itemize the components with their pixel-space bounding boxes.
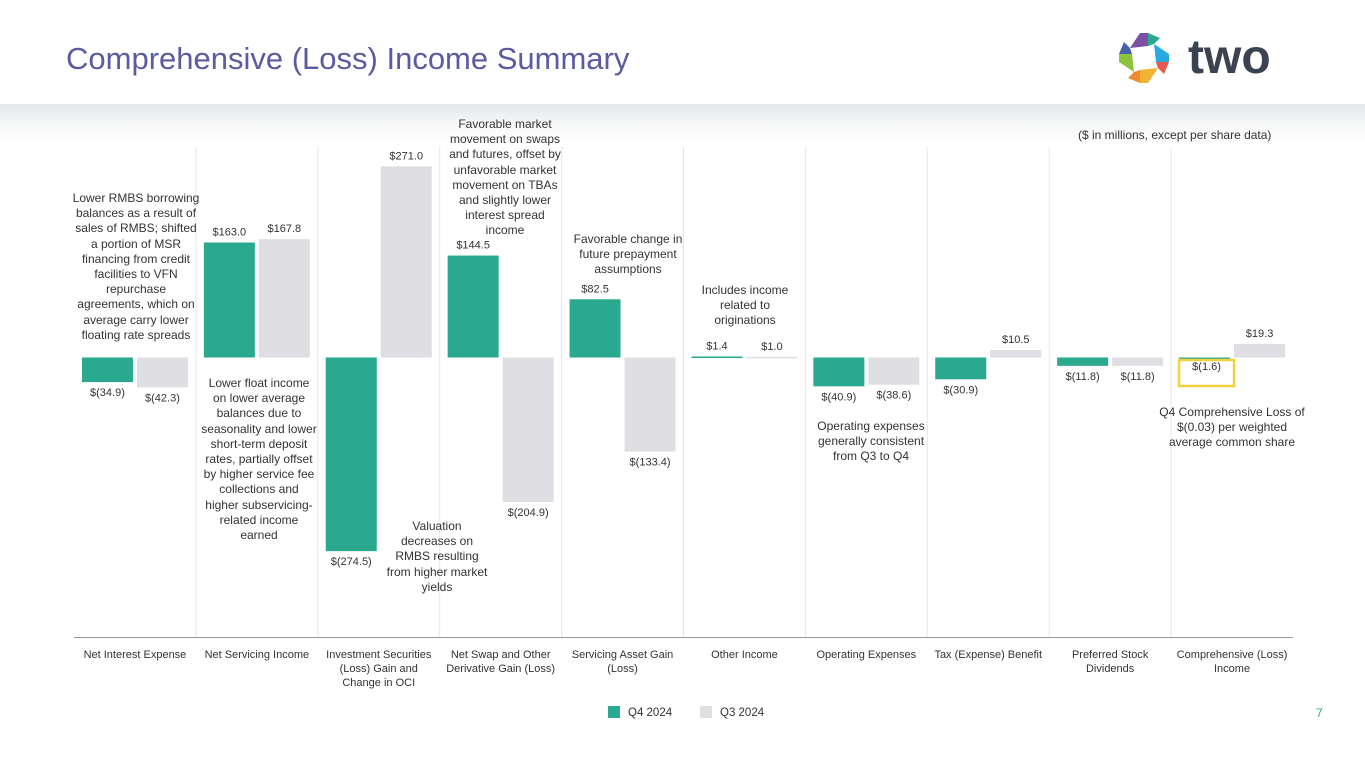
bar-q4 bbox=[569, 299, 621, 358]
tick-label: Servicing Asset Gain bbox=[572, 649, 674, 661]
tick-label: Comprehensive (Loss) bbox=[1177, 649, 1288, 661]
legend-q3: Q3 2024 bbox=[700, 706, 764, 719]
tick-label: Income bbox=[1214, 663, 1250, 675]
bar-q3 bbox=[746, 356, 798, 359]
annotation-comprehensive-loss: Q4 Comprehensive Loss of $(0.03) per weig… bbox=[1159, 405, 1305, 450]
tick-label: Change in OCI bbox=[342, 677, 415, 689]
page-number: 7 bbox=[1316, 706, 1323, 720]
data-label: $(30.9) bbox=[943, 384, 978, 396]
data-label: $167.8 bbox=[268, 223, 302, 235]
bar-q3 bbox=[868, 357, 920, 385]
bar-q3 bbox=[258, 239, 310, 358]
annotation-other-income: Includes income related to originations bbox=[701, 283, 789, 328]
data-label: $1.0 bbox=[761, 341, 782, 353]
bar-q3 bbox=[1112, 357, 1164, 366]
annotation-net-interest: Lower RMBS borrowing balances as a result… bbox=[72, 191, 200, 342]
data-label: $(204.9) bbox=[508, 507, 549, 519]
data-label: $163.0 bbox=[213, 227, 247, 239]
data-label: $(11.8) bbox=[1121, 371, 1155, 383]
bar-q4 bbox=[325, 357, 377, 552]
data-label: $10.5 bbox=[1002, 334, 1030, 346]
tick-label: Net Interest Expense bbox=[84, 649, 187, 661]
tick-label: Investment Securities bbox=[326, 649, 432, 661]
legend-q4: Q4 2024 bbox=[608, 706, 672, 719]
pinwheel-logo-icon bbox=[1119, 33, 1169, 83]
bar-q4 bbox=[81, 357, 133, 383]
tick-label: Tax (Expense) Benefit bbox=[934, 649, 1042, 661]
bar-q4 bbox=[691, 356, 743, 359]
tick-label: Derivative Gain (Loss) bbox=[446, 663, 555, 675]
legend-q4-label: Q4 2024 bbox=[628, 707, 673, 719]
tick-label: Other Income bbox=[711, 649, 778, 661]
data-label: $(34.9) bbox=[90, 387, 125, 399]
bar-q4 bbox=[203, 242, 255, 358]
units-note: ($ in millions, except per share data) bbox=[1078, 128, 1272, 142]
bar-q4 bbox=[447, 255, 499, 358]
annotation-operating-expenses: Operating expenses generally consistent fr… bbox=[817, 419, 925, 464]
legend-q4-swatch bbox=[608, 706, 620, 718]
data-label: $144.5 bbox=[456, 240, 490, 252]
tick-label: Net Swap and Other bbox=[451, 649, 551, 661]
data-label: $1.4 bbox=[706, 341, 727, 353]
tick-label: (Loss) Gain and bbox=[340, 663, 418, 675]
tick-label: Net Servicing Income bbox=[205, 649, 310, 661]
data-label: $82.5 bbox=[581, 283, 609, 295]
bar-q4 bbox=[1057, 357, 1109, 366]
bar-q3 bbox=[1234, 343, 1286, 358]
annotation-net-servicing: Lower float income on lower average balanc… bbox=[201, 376, 317, 543]
bar-q3 bbox=[380, 166, 432, 358]
annotation-investment-securities: Valuation decreases on RMBS resulting from … bbox=[386, 519, 488, 594]
tick-label: Dividends bbox=[1086, 663, 1135, 675]
tick-label: Preferred Stock bbox=[1072, 649, 1149, 661]
bar-q3 bbox=[990, 350, 1042, 358]
bar-q4 bbox=[813, 357, 865, 387]
data-label: $(11.8) bbox=[1066, 371, 1100, 383]
legend-q3-label: Q3 2024 bbox=[720, 707, 765, 719]
data-label: $(42.3) bbox=[145, 392, 180, 404]
page-title: Comprehensive (Loss) Income Summary bbox=[66, 41, 630, 76]
brand-wordmark: two bbox=[1188, 31, 1271, 84]
brand-logo: two bbox=[1119, 31, 1271, 84]
highlight-box bbox=[1177, 358, 1236, 388]
data-label: $19.3 bbox=[1246, 328, 1274, 340]
data-label: $(274.5) bbox=[331, 556, 372, 568]
bar-q3 bbox=[136, 357, 188, 388]
bar-q4 bbox=[935, 357, 987, 380]
bar-q3 bbox=[502, 357, 554, 503]
data-label: $(1.6) bbox=[1192, 361, 1221, 373]
bar-q3 bbox=[624, 357, 676, 452]
data-label: $271.0 bbox=[389, 150, 423, 162]
legend-q3-swatch bbox=[700, 706, 712, 718]
bar-q4 bbox=[1179, 357, 1231, 359]
annotation-servicing-asset: Favorable change in future prepayment assu… bbox=[573, 232, 683, 277]
data-label: $(38.6) bbox=[876, 390, 911, 402]
tick-label: Operating Expenses bbox=[817, 649, 917, 661]
data-label: $(40.9) bbox=[821, 391, 856, 403]
annotation-swap-derivative: Favorable market movement on swaps and fut… bbox=[449, 117, 561, 238]
tick-label: (Loss) bbox=[607, 663, 638, 675]
header-band bbox=[0, 104, 1365, 148]
data-label: $(133.4) bbox=[630, 457, 671, 469]
